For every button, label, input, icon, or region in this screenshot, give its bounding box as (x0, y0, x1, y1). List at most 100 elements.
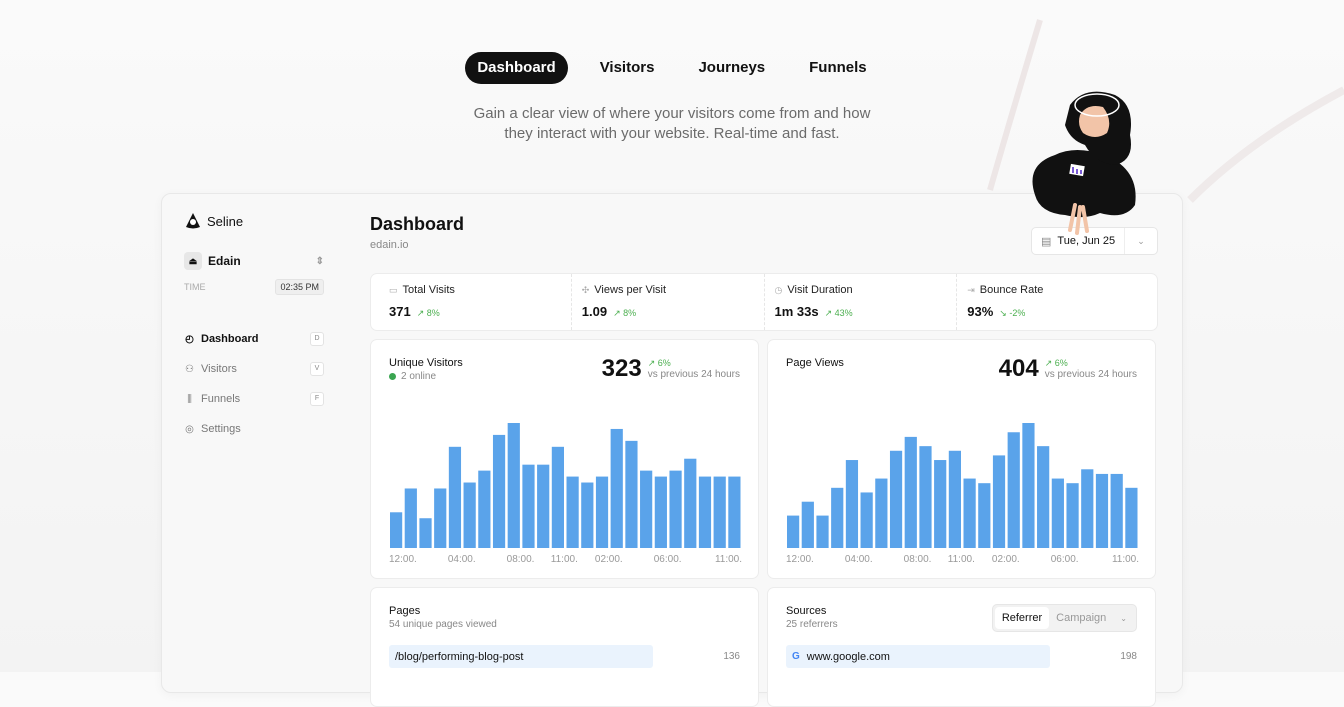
bar[interactable] (1095, 473, 1109, 548)
bar[interactable] (1125, 487, 1138, 548)
stat-change-value: 8% (623, 308, 637, 318)
bar[interactable] (669, 470, 682, 548)
nav-tab-journeys[interactable]: Journeys (698, 59, 766, 76)
sidebar-item-dashboard[interactable]: ◴ Dashboard D (184, 324, 324, 354)
background-decoration (987, 19, 1344, 203)
bar[interactable] (463, 482, 476, 548)
chevron-down-icon[interactable]: ⌄ (1137, 235, 1145, 246)
bar[interactable] (845, 460, 859, 548)
stat-views-per-visit[interactable]: ✣ Views per Visit 1.09 ↗ 8% (572, 274, 765, 330)
chart-summary: 404 ↗ 6% vs previous 24 hours (999, 355, 1137, 383)
bar[interactable] (610, 428, 623, 548)
bar[interactable] (831, 487, 844, 548)
stat-change: ↘ -2% (999, 308, 1025, 319)
stat-change: ↗ 43% (825, 308, 853, 319)
stat-label: Views per Visit (594, 284, 667, 296)
brand[interactable]: Seline (184, 212, 243, 230)
bar[interactable] (684, 458, 697, 548)
bar[interactable] (948, 450, 961, 548)
stat-visit-duration[interactable]: ◷ Visit Duration 1m 33s ↗ 43% (765, 274, 958, 330)
page-views-chart: 12:00. 04:00. 08:00. 11:00. 02:00. 06:00. 11:0… (767, 339, 1156, 579)
stat-total-visits[interactable]: ▭ Total Visits 371 ↗ 8% (379, 274, 572, 330)
bar[interactable] (419, 518, 432, 548)
workspace-switcher[interactable]: ⏏ Edain ⇕ (184, 252, 324, 270)
bar[interactable] (1022, 423, 1035, 548)
bar[interactable] (992, 455, 1006, 548)
date-value: Tue, Jun 25 (1057, 235, 1116, 247)
bar[interactable] (919, 446, 932, 548)
bar[interactable] (1081, 469, 1094, 548)
bar[interactable] (904, 436, 917, 548)
bar[interactable] (566, 476, 579, 548)
sidebar-item-funnels[interactable]: ⫼ Funnels F (184, 384, 324, 414)
chart-title: Page Views (786, 357, 844, 369)
bar[interactable] (492, 434, 506, 548)
bar[interactable] (537, 464, 550, 548)
x-tick-label: 02:00. (595, 554, 623, 565)
chart-change: 6% (657, 358, 671, 368)
bar[interactable] (978, 483, 991, 548)
stat-change-value: 43% (834, 308, 853, 318)
bar[interactable] (889, 450, 903, 548)
stat-label: Total Visits (402, 284, 455, 296)
bar[interactable] (801, 501, 814, 548)
x-tick-label: 04:00. (845, 554, 873, 565)
bar[interactable] (654, 476, 667, 548)
chart-compare: vs previous 24 hours (647, 369, 740, 380)
bar[interactable] (934, 460, 947, 548)
bar[interactable] (1051, 478, 1064, 548)
bar[interactable] (595, 476, 609, 548)
x-tick-label: 12:00. (786, 554, 814, 565)
trend-down-icon: ↘ (999, 308, 1010, 318)
nav-tab-funnels[interactable]: Funnels (809, 59, 867, 76)
sidebar-item-settings[interactable]: ◎ Settings (184, 414, 324, 444)
sidebar: ◴ Dashboard D ⚇ Visitors V ⫼ Funnels F ◎ Settin… (184, 324, 324, 444)
bar[interactable] (507, 423, 520, 548)
stopwatch-icon: ◷ (774, 284, 783, 295)
bar[interactable] (860, 492, 873, 548)
chevron-updown-icon: ⇕ (315, 255, 324, 267)
bar[interactable] (713, 476, 726, 548)
bar[interactable] (404, 488, 417, 548)
sidebar-item-label: Settings (201, 423, 241, 435)
x-tick-label: 11:00. (551, 554, 578, 565)
list-item[interactable]: /blog/performing-blog-post 136 (389, 645, 740, 668)
pages-card: Pages 54 unique pages viewed /blog/perfo… (370, 587, 759, 707)
bar[interactable] (551, 446, 564, 548)
exit-icon: ⇥ (967, 284, 975, 295)
bar[interactable] (816, 515, 829, 548)
bar[interactable] (1037, 446, 1050, 548)
bar[interactable] (581, 482, 594, 548)
bar[interactable] (640, 470, 653, 548)
bar[interactable] (434, 488, 447, 548)
bar[interactable] (478, 470, 491, 548)
chart-compare: vs previous 24 hours (1044, 369, 1137, 380)
bar[interactable] (875, 478, 888, 548)
bar[interactable] (522, 464, 535, 548)
app-window: Seline ⏏ Edain ⇕ TIME 02:35 PM ◴ Dashboar… (161, 193, 1183, 707)
nav-tab-dashboard[interactable]: Dashboard (465, 52, 568, 84)
sidebar-item-visitors[interactable]: ⚇ Visitors V (184, 354, 324, 384)
nav-tab-visitors[interactable]: Visitors (599, 59, 655, 76)
gear-icon: ◎ (185, 423, 194, 435)
trend-up-icon: ↗ (1044, 358, 1055, 368)
bar[interactable] (1007, 432, 1020, 548)
bar[interactable] (1110, 473, 1123, 548)
bar[interactable] (963, 478, 976, 548)
sidebar-item-label: Visitors (201, 363, 237, 375)
tab-campaign[interactable]: Campaign (1056, 612, 1107, 624)
bar[interactable] (390, 512, 403, 548)
bar[interactable] (698, 476, 712, 548)
tab-referrer[interactable]: Referrer (994, 607, 1050, 629)
bar[interactable] (625, 440, 638, 548)
bar[interactable] (1066, 483, 1079, 548)
bar[interactable] (448, 446, 462, 548)
stat-change: ↗ 8% (613, 308, 636, 319)
shortcut-key: D (310, 332, 324, 346)
chevron-down-icon[interactable]: ⌄ (1120, 613, 1127, 623)
stat-bounce-rate[interactable]: ⇥ Bounce Rate 93% ↘ -2% (957, 274, 1149, 330)
date-picker[interactable]: ▤ Tue, Jun 25 ⌄ (1031, 227, 1158, 255)
bar[interactable] (728, 476, 741, 548)
bar[interactable] (787, 515, 800, 548)
